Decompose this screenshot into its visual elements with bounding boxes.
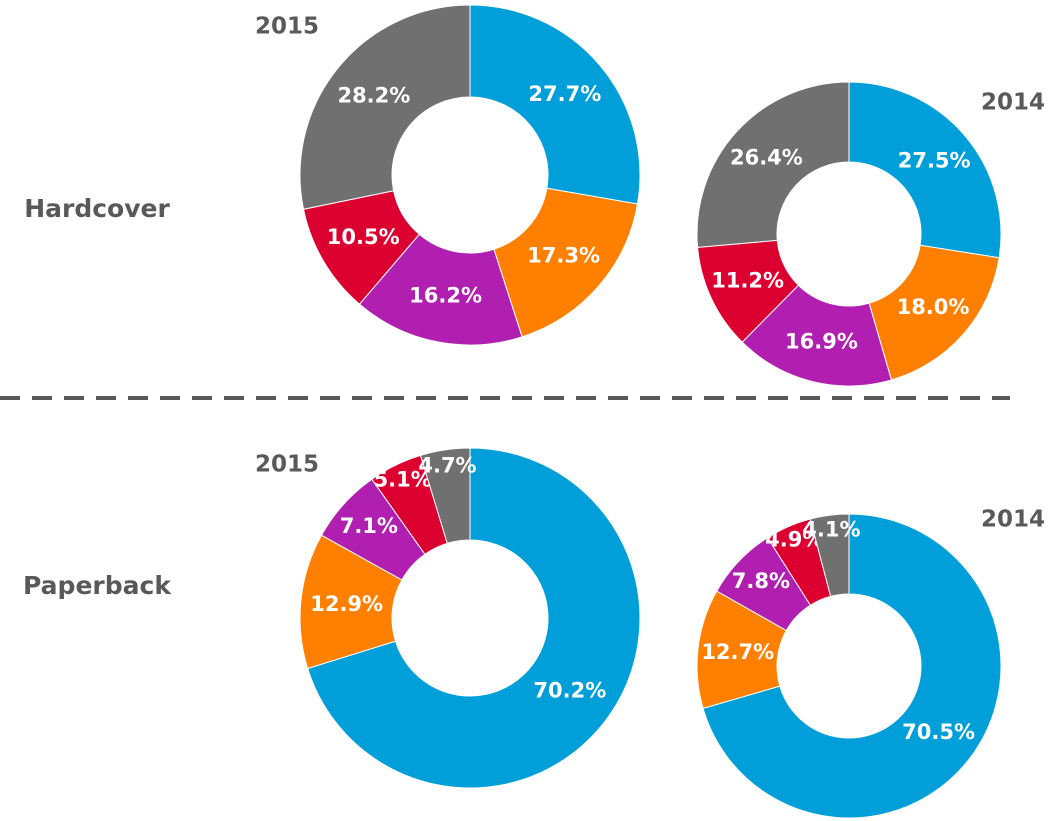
slice [696,81,850,248]
value-label: 7.8% [732,569,790,593]
value-label: 10.5% [327,225,400,249]
value-label: 27.5% [898,148,971,172]
chart-title: 2014 [981,90,1045,116]
value-label: 26.4% [730,145,803,169]
slice [358,233,523,346]
value-label: 12.9% [310,592,383,616]
slice [702,513,1002,819]
chart-title: 2014 [981,507,1045,533]
slice [493,187,639,338]
slice [868,244,1000,381]
row-label: Paperback [23,571,172,600]
slice [419,447,471,544]
value-label: 5.1% [374,468,432,492]
chart-title: 2015 [255,452,319,478]
value-label: 4.7% [418,454,476,478]
row-label: Hardcover [24,194,170,223]
value-label: 7.1% [340,514,398,538]
value-label: 17.3% [527,243,600,267]
slice [299,4,471,210]
value-label: 12.7% [701,640,774,664]
value-label: 70.2% [533,679,606,703]
chart-title: 2015 [255,14,319,40]
value-label: 16.9% [785,330,858,354]
slice [809,513,850,597]
value-label: 28.2% [337,84,410,108]
value-label: 27.7% [528,82,601,106]
value-label: 18.0% [897,295,970,319]
slice [741,284,893,387]
slice [307,447,641,789]
value-label: 11.2% [711,269,784,293]
value-label: 4.1% [802,517,860,541]
value-label: 16.2% [409,284,482,308]
value-label: 70.5% [902,720,975,744]
slice [848,81,1002,259]
slice [469,4,641,205]
